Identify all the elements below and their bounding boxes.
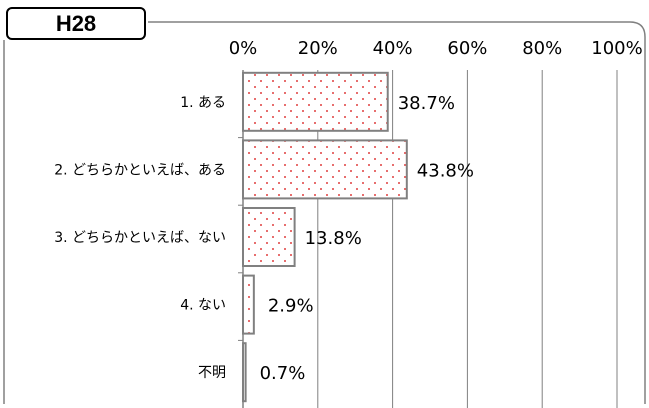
x-tick-label: 60% — [447, 38, 487, 59]
value-label: 13.8% — [305, 228, 362, 249]
bar — [242, 71, 389, 132]
category-label: 4. ない — [180, 298, 226, 314]
x-tick-label: 40% — [373, 38, 413, 59]
x-tick-label: 20% — [298, 38, 338, 59]
category-label: 不明 — [198, 365, 226, 381]
value-label: 2.9% — [268, 296, 314, 317]
category-label: 3. どちらかといえば、ない — [54, 230, 226, 246]
category-label: 2. どちらかといえば、ある — [54, 162, 226, 178]
year-tag: H28 — [6, 7, 146, 40]
value-label: 43.8% — [417, 160, 474, 181]
category-label: 1. ある — [180, 95, 226, 111]
value-label: 0.7% — [260, 363, 306, 384]
bar — [242, 274, 255, 335]
value-label: 38.7% — [398, 93, 455, 114]
bar — [242, 207, 296, 267]
x-tick-label: 0% — [229, 38, 258, 59]
bar — [242, 342, 247, 403]
x-tick-label: 80% — [522, 38, 562, 59]
bar — [242, 139, 408, 200]
x-tick-label: 100% — [591, 38, 642, 59]
